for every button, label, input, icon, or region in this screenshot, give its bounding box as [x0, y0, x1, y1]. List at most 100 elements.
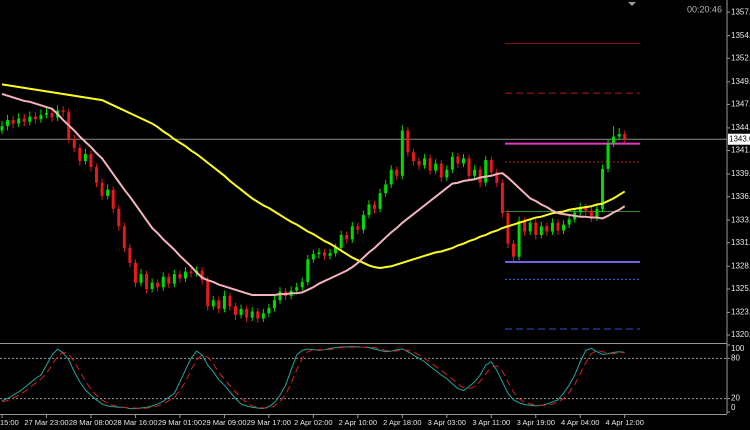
candle-body: [311, 254, 315, 260]
candle-body: [450, 156, 454, 170]
candle-body: [28, 116, 32, 122]
x-tick-label: 2 Apr 18:00: [383, 418, 421, 427]
candle-body: [145, 274, 149, 289]
candle-body: [267, 308, 271, 314]
candle-body: [300, 281, 304, 288]
moving-average: [1, 93, 626, 297]
y-tick-label: 1339.0: [731, 169, 750, 178]
candle-body: [600, 168, 604, 209]
candle-body: [350, 226, 354, 240]
y-tick-label: 1331.1: [731, 238, 750, 247]
shift-marker: [628, 2, 636, 6]
y-tick-label: 1354.9: [731, 31, 750, 40]
oscillator-line: [1, 345, 625, 410]
current-price-label: 1343.0: [729, 134, 750, 143]
x-tick-label: 28 Mar 16:00: [113, 418, 157, 427]
x-tick-label: 2 Apr 10:00: [339, 418, 377, 427]
candle-body: [623, 134, 627, 140]
candle-body: [11, 120, 15, 124]
candle-body: [245, 308, 249, 318]
candle-body: [606, 143, 610, 169]
candle-body: [200, 270, 204, 281]
candle-body: [44, 113, 48, 115]
y-tick-label: 1336.4: [731, 192, 750, 201]
candle-body: [33, 116, 37, 120]
x-tick-label: 4 Apr 04:00: [561, 418, 599, 427]
candle-body: [278, 291, 282, 301]
candle-body: [539, 226, 543, 235]
candle-body: [228, 295, 232, 307]
candle-body: [528, 222, 532, 232]
candle-body: [139, 274, 143, 283]
candle-body: [550, 222, 554, 232]
candle-body: [339, 234, 343, 249]
candle-body: [111, 189, 115, 209]
y-tick-label: 1341.7: [731, 146, 750, 155]
candle-body: [17, 118, 21, 124]
candle-body: [239, 308, 243, 316]
candle-body: [489, 160, 493, 173]
candle-body: [161, 276, 165, 288]
moving-average: [1, 83, 626, 270]
candle-body: [0, 126, 4, 131]
current-price-box: [728, 133, 750, 145]
candle-body: [317, 252, 321, 255]
candle-body: [617, 134, 621, 137]
candle-body: [428, 158, 432, 171]
candle-body: [322, 252, 326, 256]
y-tick-label: 0: [731, 403, 736, 412]
y-tick-label: 1333.7: [731, 215, 750, 224]
candle-body: [434, 163, 438, 171]
candle-body: [222, 295, 226, 309]
candle-body: [272, 300, 276, 309]
candle-body: [367, 204, 371, 215]
candle-body: [411, 152, 415, 161]
candle-body: [345, 234, 349, 240]
candle-body: [306, 259, 310, 282]
candle-body: [495, 172, 499, 183]
candle-body: [500, 182, 504, 214]
candle-body: [378, 193, 382, 209]
y-tick-label: 1328.4: [731, 261, 750, 270]
candle-body: [417, 160, 421, 166]
candle-body: [556, 222, 560, 231]
y-tick-label: 80: [731, 354, 740, 363]
candle-body: [578, 207, 582, 213]
y-tick-label: 1323.1: [731, 308, 750, 317]
y-tick-label: 100: [731, 344, 745, 353]
candle-body: [439, 163, 443, 178]
y-tick-label: 1347.0: [731, 100, 750, 109]
candle-body: [389, 169, 393, 185]
x-tick-label: 4 Apr 12:00: [606, 418, 644, 427]
y-tick-label: 1349.6: [731, 77, 750, 86]
candle-body: [78, 147, 82, 161]
candle-body: [117, 208, 121, 227]
candle-body: [395, 169, 399, 176]
y-tick-label: 1357.6: [731, 7, 750, 16]
candle-body: [128, 248, 132, 263]
candle-body: [467, 158, 471, 176]
candle-body: [473, 169, 477, 176]
candle-body: [445, 169, 449, 178]
candle-body: [562, 224, 566, 231]
candle-body: [50, 113, 54, 118]
candle-body: [211, 300, 215, 307]
candle-body: [400, 130, 404, 176]
candle-body: [189, 271, 193, 274]
x-tick-label: 2 Apr 02:00: [294, 418, 332, 427]
candle-body: [106, 189, 110, 196]
candle-body: [295, 287, 299, 291]
candle-body: [567, 219, 571, 225]
candle-body: [423, 158, 427, 166]
candle-body: [512, 243, 516, 257]
x-tick-label: 3 Apr 19:00: [517, 418, 555, 427]
candle-body: [523, 221, 527, 232]
candle-body: [156, 282, 160, 288]
candle-body: [39, 114, 43, 120]
candle-body: [384, 184, 388, 194]
x-tick-label: 3 Apr 11:00: [472, 418, 510, 427]
y-tick-label: 1344.3: [731, 123, 750, 132]
candle-body: [234, 306, 238, 316]
candle-body: [478, 169, 482, 183]
